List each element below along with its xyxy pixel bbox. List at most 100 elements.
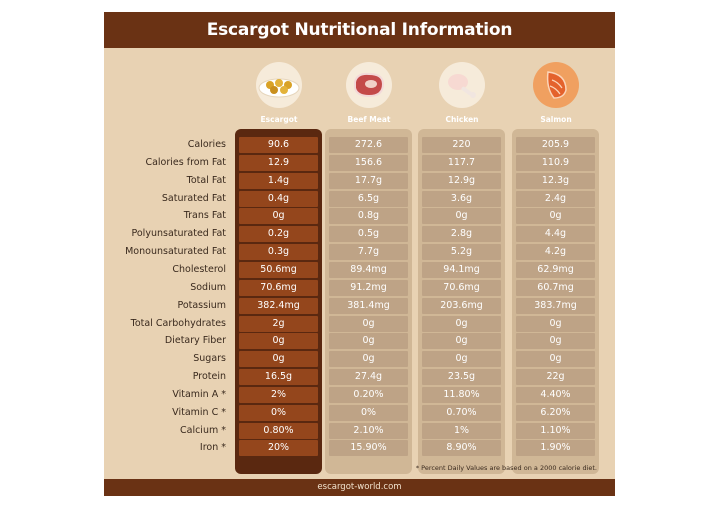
value-cell: 2.4g — [516, 190, 595, 207]
value-cell: 381.4mg — [329, 297, 408, 314]
value-cell: 60.7mg — [516, 279, 595, 296]
value-cell: 90.6 — [239, 137, 318, 153]
value-cell: 23.5g — [422, 369, 501, 386]
value-cell: 383.7mg — [516, 297, 595, 314]
value-cell: 0g — [239, 333, 318, 350]
food-header-salmon: Salmon — [511, 62, 601, 124]
value-cell: 50.6mg — [239, 261, 318, 278]
value-cell: 0g — [516, 315, 595, 332]
value-cell: 27.4g — [329, 369, 408, 386]
value-cell: 5.2g — [422, 244, 501, 261]
nutrient-label: Iron * — [199, 442, 226, 454]
value-cell: 70.6mg — [239, 279, 318, 296]
value-cell: 0.8g — [329, 208, 408, 225]
value-cell: 1% — [422, 422, 501, 439]
value-cell: 272.6 — [329, 137, 408, 153]
nutrient-label: Total Carbohydrates — [130, 317, 226, 329]
value-cell: 70.6mg — [422, 279, 501, 296]
value-cell: 6.20% — [516, 404, 595, 421]
value-cell: 1.4g — [239, 172, 318, 189]
value-cell: 0.70% — [422, 404, 501, 421]
nutrient-label: Saturated Fat — [161, 192, 226, 204]
value-cell: 0g — [329, 351, 408, 368]
value-cell: 6.5g — [329, 190, 408, 207]
escargot-plate-icon — [256, 62, 302, 108]
footer-site: escargot-world.com — [104, 479, 615, 496]
value-cell: 0.80% — [239, 422, 318, 439]
chicken-leg-icon — [439, 62, 485, 108]
nutrient-label: Vitamin C * — [172, 406, 226, 418]
nutrient-label: Protein — [192, 371, 226, 383]
value-cell: 382.4mg — [239, 297, 318, 314]
value-cell: 0.4g — [239, 190, 318, 207]
value-cell: 0.5g — [329, 226, 408, 243]
value-cell: 2% — [239, 386, 318, 403]
value-cell: 0g — [239, 351, 318, 368]
value-cell: 17.7g — [329, 172, 408, 189]
value-cell: 4.2g — [516, 244, 595, 261]
value-cell: 11.80% — [422, 386, 501, 403]
value-cell: 7.7g — [329, 244, 408, 261]
infographic-card: Escargot Nutritional Information Escargo… — [104, 12, 615, 496]
nutrient-label: Polyunsaturated Fat — [131, 228, 226, 240]
value-cell: 2g — [239, 315, 318, 332]
value-cell: 1.10% — [516, 422, 595, 439]
value-cell: 22g — [516, 369, 595, 386]
value-cell: 0g — [422, 333, 501, 350]
value-cell: 62.9mg — [516, 261, 595, 278]
value-cell: 4.40% — [516, 386, 595, 403]
nutrient-label: Total Fat — [186, 174, 226, 186]
value-cell: 205.9 — [516, 137, 595, 153]
value-cell: 0g — [422, 315, 501, 332]
food-name-beef: Beef Meat — [347, 115, 391, 124]
page-title: Escargot Nutritional Information — [104, 12, 615, 48]
value-cell: 0g — [516, 351, 595, 368]
value-cell: 91.2mg — [329, 279, 408, 296]
salmon-fillet-icon — [533, 62, 579, 108]
value-cell: 0% — [239, 404, 318, 421]
value-cell: 0g — [516, 333, 595, 350]
value-cell: 15.90% — [329, 440, 408, 457]
nutrient-label: Cholesterol — [172, 263, 226, 275]
value-cell: 3.6g — [422, 190, 501, 207]
value-cell: 0% — [329, 404, 408, 421]
beef-steak-icon — [346, 62, 392, 108]
nutrient-label: Vitamin A * — [172, 388, 226, 400]
footnote: * Percent Daily Values are based on a 20… — [415, 464, 597, 472]
food-header-beef: Beef Meat — [324, 62, 414, 124]
value-cell: 0g — [329, 333, 408, 350]
value-cell: 12.3g — [516, 172, 595, 189]
value-cell: 0g — [422, 208, 501, 225]
nutrient-label: Trans Fat — [183, 210, 226, 222]
value-cell: 0g — [239, 208, 318, 225]
value-cell: 12.9 — [239, 154, 318, 171]
nutrient-label: Dietary Fiber — [164, 335, 226, 347]
value-cell: 4.4g — [516, 226, 595, 243]
value-cell: 94.1mg — [422, 261, 501, 278]
value-cell: 117.7 — [422, 154, 501, 171]
value-cell: 156.6 — [329, 154, 408, 171]
nutrient-label: Calcium * — [179, 424, 226, 436]
value-cell: 0g — [422, 351, 501, 368]
value-cell: 12.9g — [422, 172, 501, 189]
food-name-chicken: Chicken — [445, 115, 479, 124]
value-cell: 203.6mg — [422, 297, 501, 314]
value-cell: 0.2g — [239, 226, 318, 243]
value-cell: 0g — [516, 208, 595, 225]
value-cell: 16.5g — [239, 369, 318, 386]
food-name-salmon: Salmon — [540, 115, 572, 124]
value-cell: 2.10% — [329, 422, 408, 439]
nutrient-label: Monounsaturated Fat — [125, 246, 226, 258]
value-cell: 220 — [422, 137, 501, 153]
value-cell: 89.4mg — [329, 261, 408, 278]
nutrient-label: Sugars — [193, 353, 226, 365]
food-name-escargot: Escargot — [260, 115, 298, 124]
value-cell: 0.20% — [329, 386, 408, 403]
value-cell: 8.90% — [422, 440, 501, 457]
value-cell: 0g — [329, 315, 408, 332]
nutrient-label: Potassium — [177, 299, 226, 311]
food-header-escargot: Escargot — [234, 62, 324, 124]
nutrient-label: Sodium — [190, 281, 226, 293]
nutrient-label: Calories from Fat — [145, 156, 226, 168]
value-cell: 0.3g — [239, 244, 318, 261]
